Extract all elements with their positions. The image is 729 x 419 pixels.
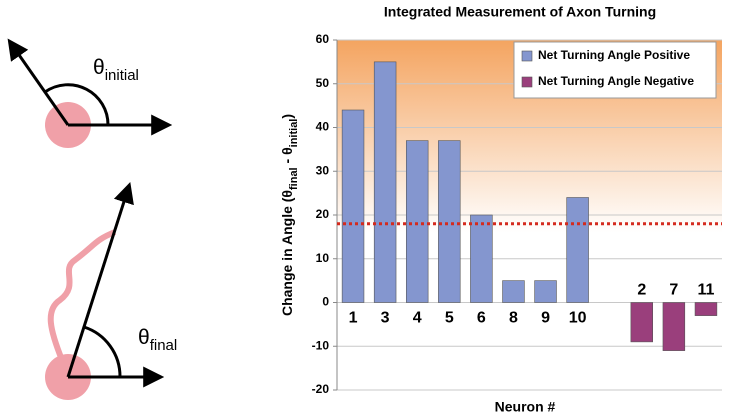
chart: Integrated Measurement of Axon Turning Ne… xyxy=(279,4,722,415)
x-tick-label: 9 xyxy=(541,310,550,327)
y-tick-label: -10 xyxy=(312,338,330,352)
chart-title: Integrated Measurement of Axon Turning xyxy=(384,4,656,20)
bar xyxy=(438,140,461,303)
text-part: θ xyxy=(138,326,150,349)
text-part: θ xyxy=(279,190,295,198)
legend-box xyxy=(513,41,717,99)
y-axis-label: Change in Angle (θfinal - θinitial) xyxy=(279,114,300,316)
bar xyxy=(694,302,718,316)
bar xyxy=(534,280,557,303)
bar xyxy=(373,61,397,303)
bar xyxy=(341,109,365,303)
x-tick-label: 11 xyxy=(697,282,714,299)
x-tick-label: 7 xyxy=(669,282,678,299)
axon-arrow xyxy=(7,38,70,126)
axon-path xyxy=(47,229,117,362)
diagram-initial: θinitial xyxy=(7,38,173,148)
legend-swatch xyxy=(521,50,533,62)
text-part: ) xyxy=(279,114,295,119)
x-tick-label: 4 xyxy=(413,310,422,327)
subscript: initial xyxy=(105,67,139,84)
bar xyxy=(470,214,493,303)
angle-arc xyxy=(83,325,122,378)
bar xyxy=(502,280,525,303)
theta-initial-label: θinitial xyxy=(93,56,139,85)
text-part: Change in Angle ( xyxy=(279,197,295,316)
diagram-final: θfinal xyxy=(45,181,177,400)
x-tick-label: 6 xyxy=(477,310,486,327)
x-tick-label: 3 xyxy=(381,310,390,327)
bar xyxy=(630,302,654,343)
bar xyxy=(405,140,429,303)
y-tick-label: 0 xyxy=(322,295,329,309)
y-tick-label: -20 xyxy=(312,382,330,396)
legend-label: Net Turning Angle Positive xyxy=(538,48,690,62)
y-tick-label: 60 xyxy=(316,32,330,46)
x-tick-label: 10 xyxy=(569,310,587,327)
subscript: initial xyxy=(288,119,300,148)
x-tick-label: 1 xyxy=(349,310,358,327)
y-tick-label: 10 xyxy=(316,251,330,265)
bar xyxy=(662,302,686,351)
y-tick-label: 30 xyxy=(316,163,330,177)
bar xyxy=(566,197,589,303)
theta-final-label: θfinal xyxy=(138,326,177,355)
angle-arc xyxy=(44,83,110,126)
legend-label: Net Turning Angle Negative xyxy=(538,74,694,88)
y-tick-label: 40 xyxy=(316,120,330,134)
text-part: θ xyxy=(93,56,105,79)
x-axis-label: Neuron # xyxy=(495,399,556,415)
x-tick-label: 8 xyxy=(509,310,518,327)
x-tick-label: 2 xyxy=(637,282,646,299)
y-tick-label: 50 xyxy=(316,76,330,90)
legend-swatch xyxy=(521,76,533,88)
subscript: final xyxy=(150,337,178,354)
text-part: - θ xyxy=(279,147,295,167)
subscript: final xyxy=(288,167,300,190)
x-tick-label: 5 xyxy=(445,310,454,327)
y-tick-label: 20 xyxy=(316,207,330,221)
axon-arrow xyxy=(66,181,134,378)
